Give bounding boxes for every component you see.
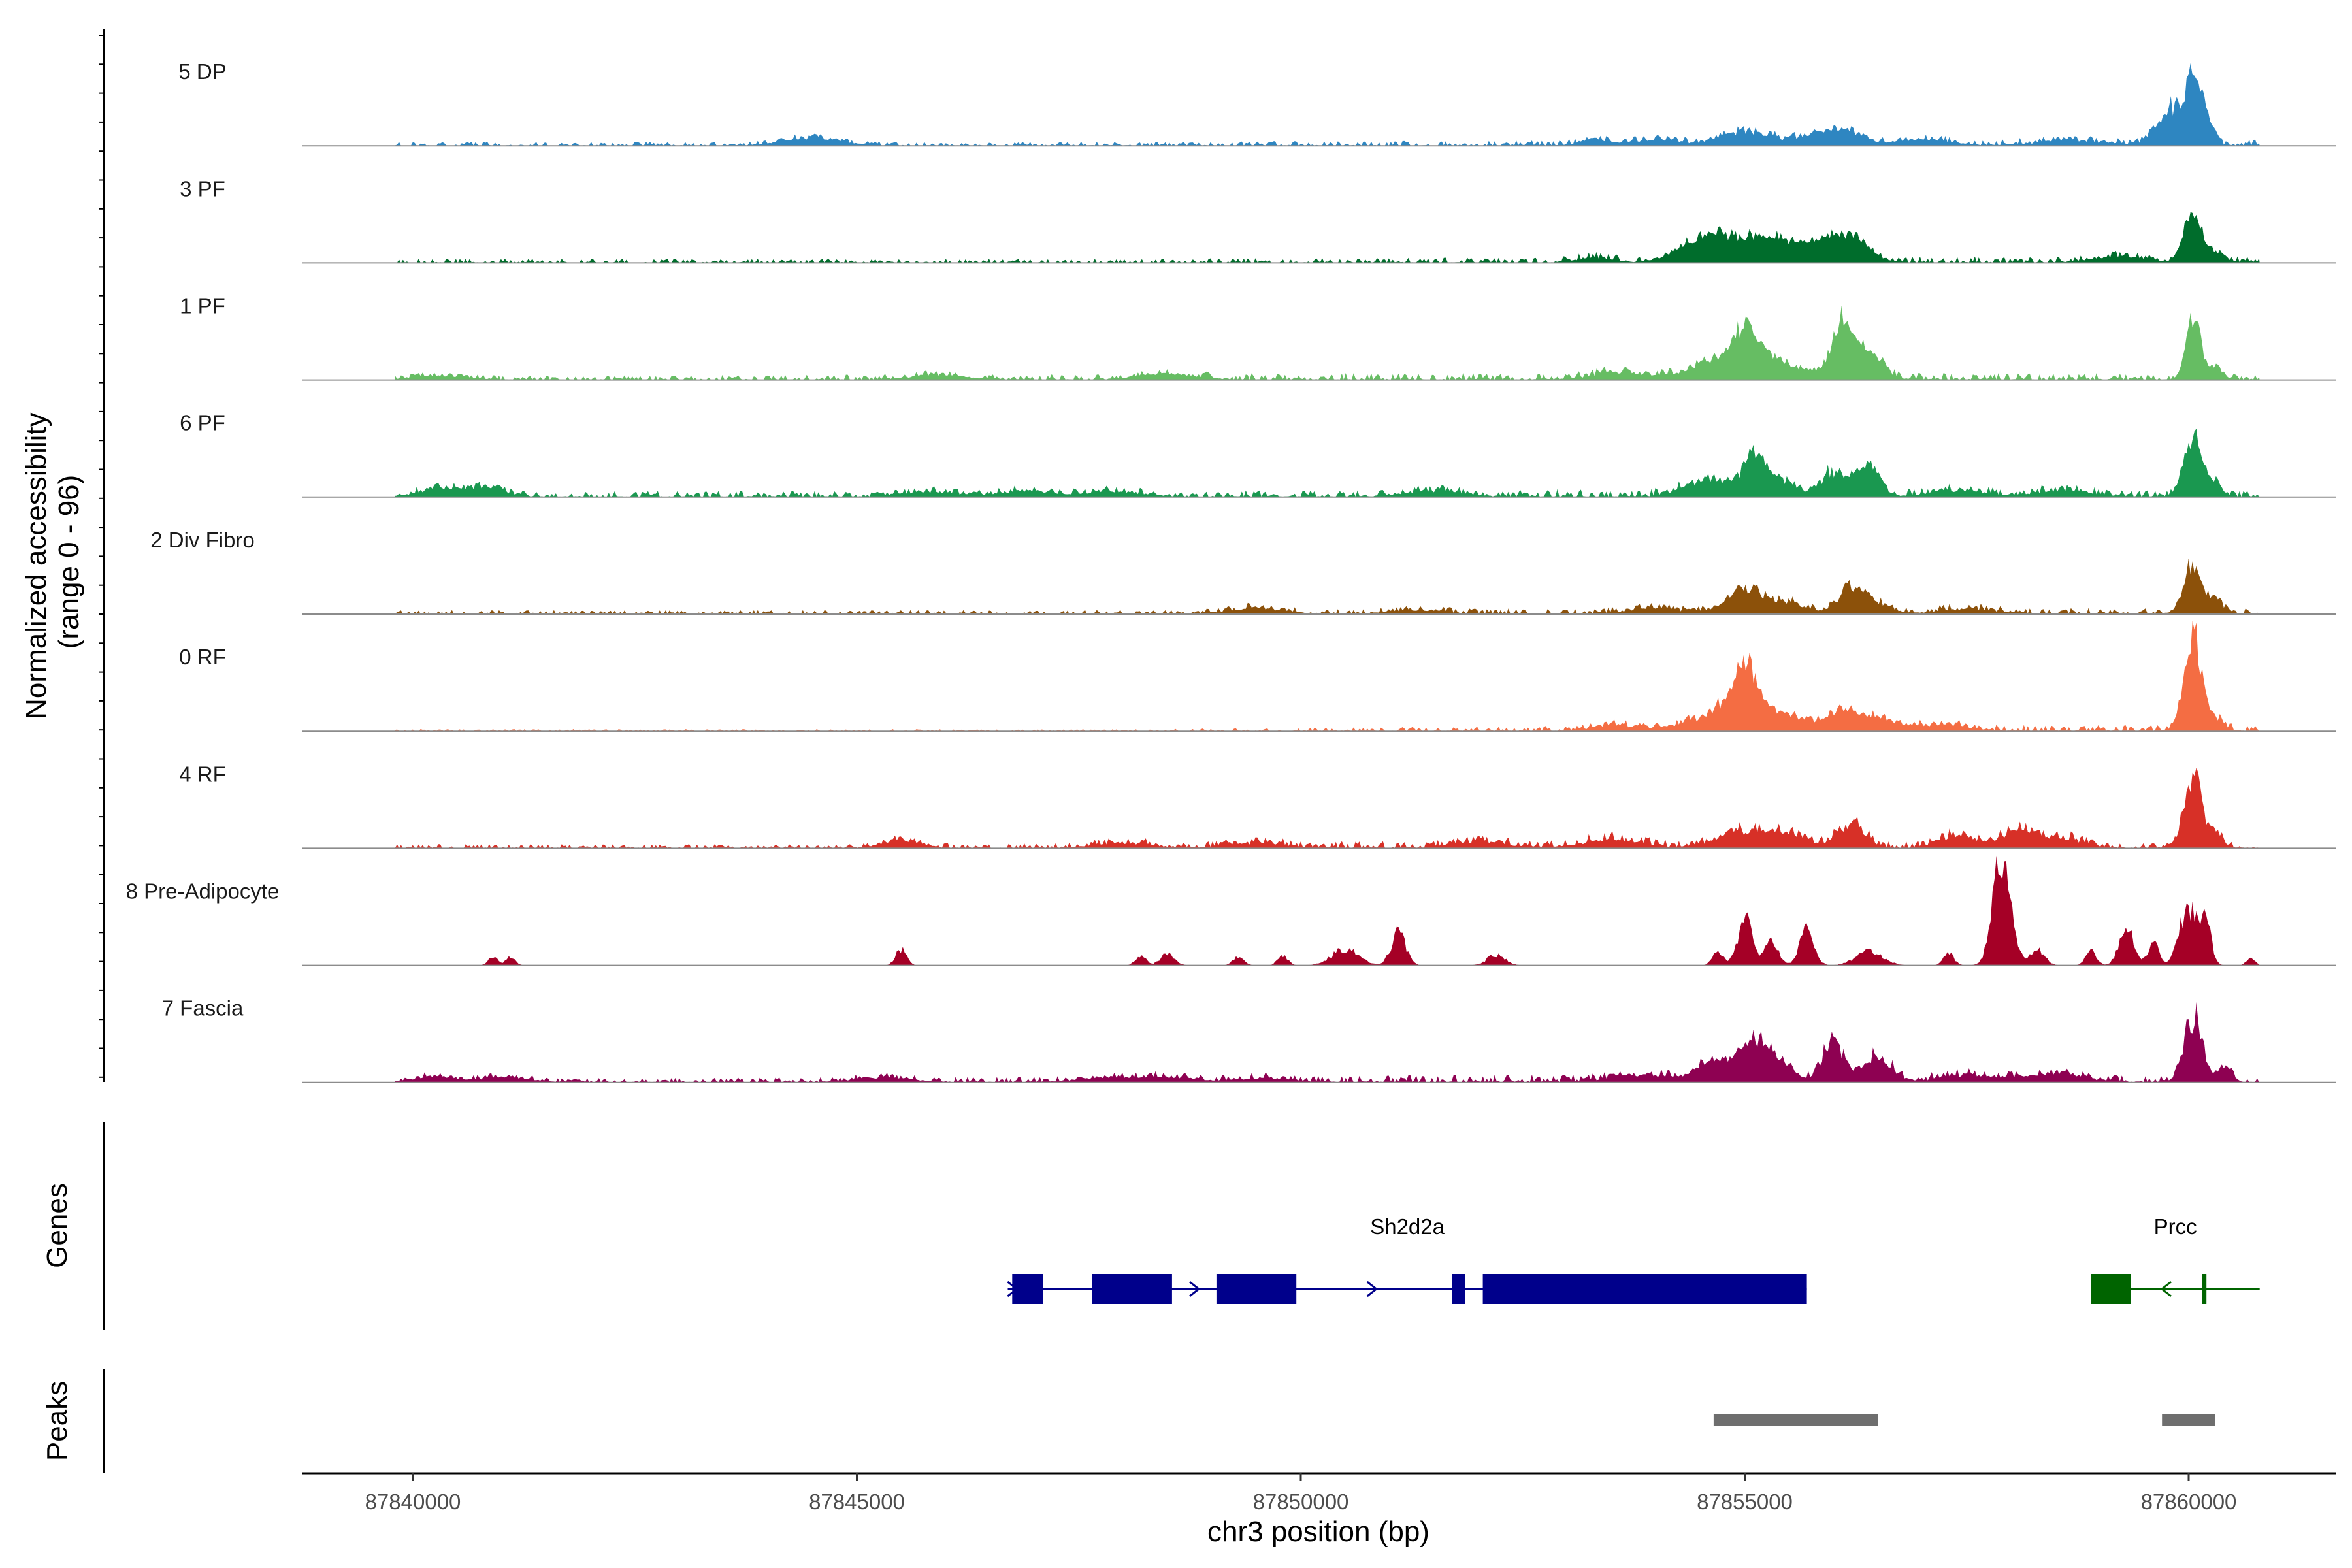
peak-regions bbox=[1713, 1414, 2215, 1426]
track-label: 8 Pre-Adipocyte bbox=[126, 879, 280, 904]
track-4-rf: 4 RF bbox=[179, 762, 2336, 849]
peak-region bbox=[2162, 1414, 2215, 1426]
gene-annotations: Sh2d2a Prcc bbox=[1007, 1215, 2260, 1304]
peaks-track-label: Peaks bbox=[41, 1381, 73, 1461]
coverage-area bbox=[395, 1002, 2260, 1083]
track-label: 5 DP bbox=[178, 59, 226, 84]
coverage-tracks: 5 DP 3 PF 1 PF 6 PF 2 Div Fibro 0 RF 4 RF 8 Pre… bbox=[126, 59, 2336, 1083]
y-axis-title-line-2: (range 0 - 96) bbox=[53, 475, 85, 649]
strand-arrow bbox=[1007, 1281, 1019, 1298]
track-label: 2 Div Fibro bbox=[150, 528, 255, 552]
peak-region bbox=[1713, 1414, 1878, 1426]
coverage-area bbox=[395, 305, 2260, 380]
x-tick-label: 87840000 bbox=[365, 1490, 461, 1514]
gene-exon bbox=[1482, 1274, 1807, 1304]
strand-arrow bbox=[2160, 1281, 2172, 1298]
strand-arrow bbox=[1366, 1281, 1379, 1298]
track-label: 1 PF bbox=[180, 294, 225, 318]
gene-label: Prcc bbox=[2154, 1215, 2197, 1239]
y-axis-title: Normalized accessibility (range 0 - 96) bbox=[20, 404, 85, 719]
gene-sh2d2a: Sh2d2a bbox=[1007, 1215, 1807, 1304]
coverage-area bbox=[395, 621, 2260, 732]
gene-exon bbox=[2202, 1274, 2207, 1304]
track-label: 3 PF bbox=[180, 176, 225, 201]
coverage-area bbox=[395, 212, 2260, 263]
track-1-pf: 1 PF bbox=[180, 294, 2336, 381]
x-tick-label: 87845000 bbox=[809, 1490, 905, 1514]
track-label: 0 RF bbox=[179, 645, 226, 669]
coverage-area bbox=[395, 767, 2260, 849]
track-8-pre-adipocyte: 8 Pre-Adipocyte bbox=[126, 855, 2336, 966]
x-axis-ticks: 87840000 87845000 87850000 87855000 87860000 bbox=[365, 1473, 2237, 1514]
x-tick-label: 87860000 bbox=[2141, 1490, 2237, 1514]
coverage-area bbox=[395, 63, 2260, 146]
gene-exon bbox=[1092, 1274, 1172, 1304]
track-label: 6 PF bbox=[180, 411, 225, 435]
gene-exon bbox=[2091, 1274, 2131, 1304]
track-7-fascia: 7 Fascia bbox=[162, 996, 2336, 1083]
x-tick-label: 87850000 bbox=[1253, 1490, 1349, 1514]
gene-exon bbox=[1452, 1274, 1465, 1304]
track-2-div-fibro: 2 Div Fibro bbox=[150, 528, 2336, 615]
track-label: 7 Fascia bbox=[162, 996, 244, 1021]
strand-arrow bbox=[1188, 1281, 1201, 1298]
gene-prcc: Prcc bbox=[2091, 1215, 2260, 1304]
gene-exon bbox=[1216, 1274, 1297, 1304]
track-6-pf: 6 PF bbox=[180, 411, 2336, 498]
coverage-area bbox=[395, 558, 2260, 614]
track-5-dp: 5 DP bbox=[178, 59, 2336, 147]
track-label: 4 RF bbox=[179, 762, 226, 786]
gene-label: Sh2d2a bbox=[1370, 1215, 1445, 1239]
track-3-pf: 3 PF bbox=[180, 176, 2336, 264]
coverage-y-ticks bbox=[99, 35, 104, 1078]
y-axis-title-line-1: Normalized accessibility bbox=[20, 412, 52, 719]
x-axis-title: chr3 position (bp) bbox=[1207, 1516, 1429, 1548]
track-0-rf: 0 RF bbox=[179, 621, 2336, 732]
x-tick-label: 87855000 bbox=[1697, 1490, 1793, 1514]
coverage-area bbox=[395, 855, 2260, 966]
genes-track-label: Genes bbox=[41, 1183, 73, 1268]
coverage-area bbox=[395, 429, 2260, 497]
